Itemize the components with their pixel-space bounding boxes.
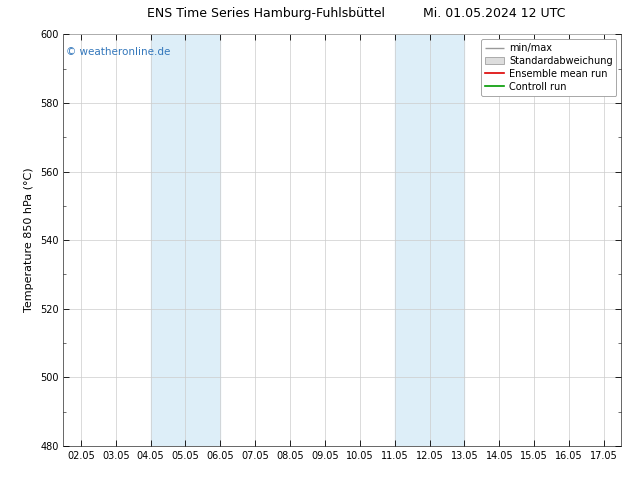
Y-axis label: Temperature 850 hPa (°C): Temperature 850 hPa (°C): [24, 168, 34, 313]
Bar: [150, 34, 221, 446]
Text: © weatheronline.de: © weatheronline.de: [66, 47, 171, 57]
Legend: min/max, Standardabweichung, Ensemble mean run, Controll run: min/max, Standardabweichung, Ensemble me…: [481, 39, 616, 96]
Text: Mi. 01.05.2024 12 UTC: Mi. 01.05.2024 12 UTC: [424, 7, 566, 21]
Text: ENS Time Series Hamburg-Fuhlsbüttel: ENS Time Series Hamburg-Fuhlsbüttel: [147, 7, 385, 21]
Bar: [394, 34, 464, 446]
